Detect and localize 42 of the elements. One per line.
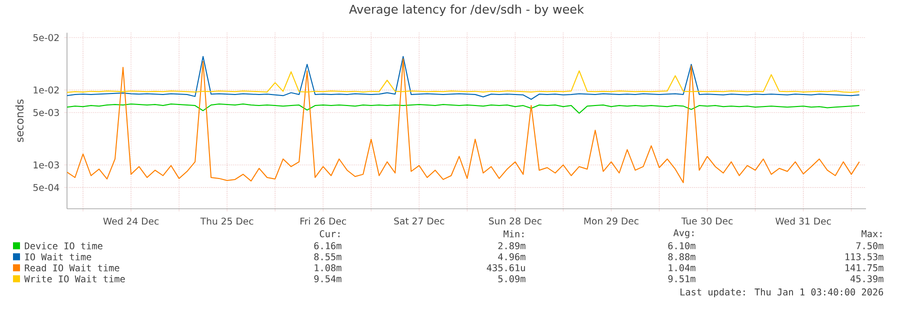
text: Min: — [504, 230, 524, 238]
legend-label: Read IO Wait time — [24, 264, 120, 272]
line-series — [67, 58, 860, 184]
x-tick-label: Wed 31 Dec — [776, 218, 831, 225]
text: 1.04m — [668, 264, 696, 272]
x-tick-label: Wed 24 Dec — [103, 218, 159, 225]
text: 9.54m — [314, 275, 342, 282]
x-tick-label: Tue 30 Dec — [681, 218, 733, 225]
text: 8.55m — [314, 253, 342, 260]
text: 6.16m — [314, 242, 342, 250]
legend-label: IO Wait time — [25, 253, 92, 260]
text: Avg: — [673, 229, 694, 238]
text: 1.08m — [314, 264, 342, 272]
x-tick-label: Sat 27 Dec — [394, 218, 444, 225]
y-axis-title: seconds — [15, 100, 24, 142]
text: 2.89m — [498, 242, 526, 250]
text: 113.53m — [846, 253, 884, 260]
x-tick-label: Sun 28 Dec — [488, 218, 542, 225]
y-tick-label: 5e-02 — [33, 34, 59, 42]
text: 8.88m — [668, 253, 696, 260]
x-tick-label: Fri 26 Dec — [300, 218, 346, 225]
text: 9.51m — [668, 275, 696, 282]
y-tick-label: 1e-02 — [34, 86, 59, 94]
line-series — [67, 104, 860, 114]
legend-label: Device IO time — [24, 242, 102, 250]
text: 6.10m — [668, 242, 696, 250]
y-tick-label: 1e-03 — [34, 162, 59, 169]
legend-label: Write IO Wait time — [24, 275, 125, 282]
text: 7.50m — [856, 242, 884, 250]
text: 5.09m — [498, 275, 526, 282]
x-tick-label: Mon 29 Dec — [584, 218, 638, 225]
text: Cur: — [320, 230, 340, 238]
text: Max: — [862, 230, 882, 238]
text: 435.61u — [486, 264, 525, 272]
text: 141.75m — [846, 264, 884, 272]
text: 45.39m — [850, 275, 884, 282]
text: 4.96m — [498, 253, 526, 260]
y-tick-label: 5e-04 — [33, 184, 60, 192]
text: Last update: Thu Jan 1 03:40:00 2026 — [680, 288, 884, 298]
x-tick-label: Thu 25 Dec — [200, 218, 254, 225]
y-tick-label: 5e-03 — [33, 109, 59, 116]
chart-title: Average latency for /dev/sdh - by week — [349, 4, 584, 16]
